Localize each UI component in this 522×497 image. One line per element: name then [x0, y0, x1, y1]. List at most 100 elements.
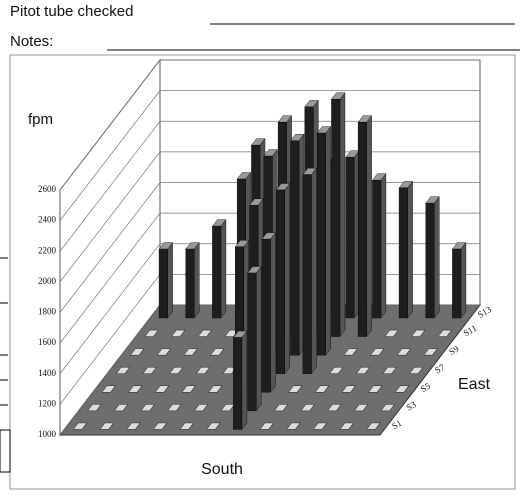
bar-side: [325, 126, 331, 356]
depth-tick-label: S1: [390, 418, 403, 431]
bar: [398, 187, 408, 319]
bar-top: [396, 348, 412, 356]
bar-top: [167, 404, 182, 412]
grid-line: [59, 120, 480, 252]
y-tick-label: 2400: [38, 215, 57, 225]
bar-top: [411, 329, 426, 337]
bar-top: [101, 385, 116, 393]
bar-top: [329, 367, 344, 374]
bar-top: [142, 367, 157, 374]
bar: [302, 174, 312, 374]
y-tick-label: 1600: [38, 337, 57, 347]
bar-top: [183, 348, 198, 356]
bar-side: [255, 265, 262, 412]
bar-top: [128, 385, 143, 393]
bar: [372, 179, 382, 319]
x-axis-label: South: [201, 461, 243, 478]
bar-top: [115, 367, 131, 374]
bar-top: [99, 422, 114, 430]
bar-top: [368, 385, 383, 393]
y-tick-label: 1800: [38, 307, 57, 317]
bar-top: [384, 329, 399, 337]
bar-side: [220, 219, 227, 319]
pitot-label: Pitot tube checked: [10, 3, 133, 20]
bar: [357, 121, 367, 337]
bar-top: [343, 348, 358, 356]
bar-top: [113, 404, 129, 412]
bar-top: [171, 329, 186, 337]
bar-top: [353, 404, 369, 412]
y-tick-label: 2000: [38, 276, 57, 286]
y-tick-label: 1200: [38, 398, 57, 408]
y-tick-label: 2200: [38, 245, 57, 255]
grid-line: [59, 90, 480, 221]
bar-side: [167, 242, 173, 319]
bar-top: [288, 385, 303, 393]
bar-top: [437, 329, 453, 337]
bar-top: [130, 348, 145, 356]
bar: [276, 189, 285, 374]
chart: 1000 1200 1400 1600 1800 2000 2200 2400 2600 fpm S…: [28, 58, 493, 478]
bar: [425, 202, 435, 319]
bar-side: [407, 180, 413, 319]
bar-top: [259, 422, 274, 430]
bar-top: [355, 367, 371, 374]
bar-top: [87, 404, 102, 412]
bar-top: [370, 348, 385, 356]
bar-top: [286, 422, 301, 430]
bar: [290, 140, 300, 356]
bar-top: [193, 404, 209, 412]
chart-frame: [9, 54, 516, 490]
bar-side: [460, 242, 467, 319]
bar: [212, 225, 222, 319]
bar-side: [380, 173, 387, 319]
bar-top: [156, 348, 172, 356]
bar-top: [210, 348, 225, 356]
bar-side: [241, 330, 248, 431]
bar-side: [284, 182, 290, 375]
bar-side: [311, 167, 317, 375]
bar-top: [197, 329, 213, 337]
bar-side: [434, 196, 440, 319]
bar-top: [181, 385, 196, 393]
bar-top: [423, 348, 438, 356]
margin-marks: [0, 257, 11, 473]
bar-top: [140, 404, 155, 412]
bar: [233, 337, 243, 430]
notes-label: Notes:: [10, 33, 53, 50]
bar-top: [341, 385, 356, 393]
bar-top: [394, 385, 410, 393]
bar: [261, 238, 271, 393]
bar-top: [169, 367, 184, 374]
y-tick-label: 2600: [38, 184, 57, 194]
bar: [452, 248, 462, 319]
bar: [316, 132, 326, 356]
bar-side: [194, 242, 200, 319]
depth-axis-label: East: [458, 376, 491, 393]
bar-top: [154, 385, 170, 393]
bar-top: [339, 422, 354, 430]
bar-top: [366, 422, 381, 430]
bar: [331, 99, 341, 337]
bar-side: [366, 115, 372, 338]
bar-top: [206, 422, 221, 430]
bar: [185, 248, 195, 319]
bar: [345, 157, 355, 319]
bar-top: [195, 367, 211, 374]
bar-top: [208, 385, 223, 393]
bar: [247, 272, 257, 412]
bar-top: [152, 422, 168, 430]
grid-line: [59, 151, 480, 283]
bar-top: [273, 404, 289, 412]
grid-line: [59, 59, 480, 191]
value-axis-label: fpm: [28, 111, 53, 128]
y-tick-label: 1400: [38, 368, 57, 378]
bar-top: [179, 422, 194, 430]
bar-top: [300, 404, 315, 412]
bar-top: [409, 367, 424, 374]
bar-top: [144, 329, 159, 337]
bar: [158, 248, 168, 319]
bar-top: [312, 422, 328, 430]
